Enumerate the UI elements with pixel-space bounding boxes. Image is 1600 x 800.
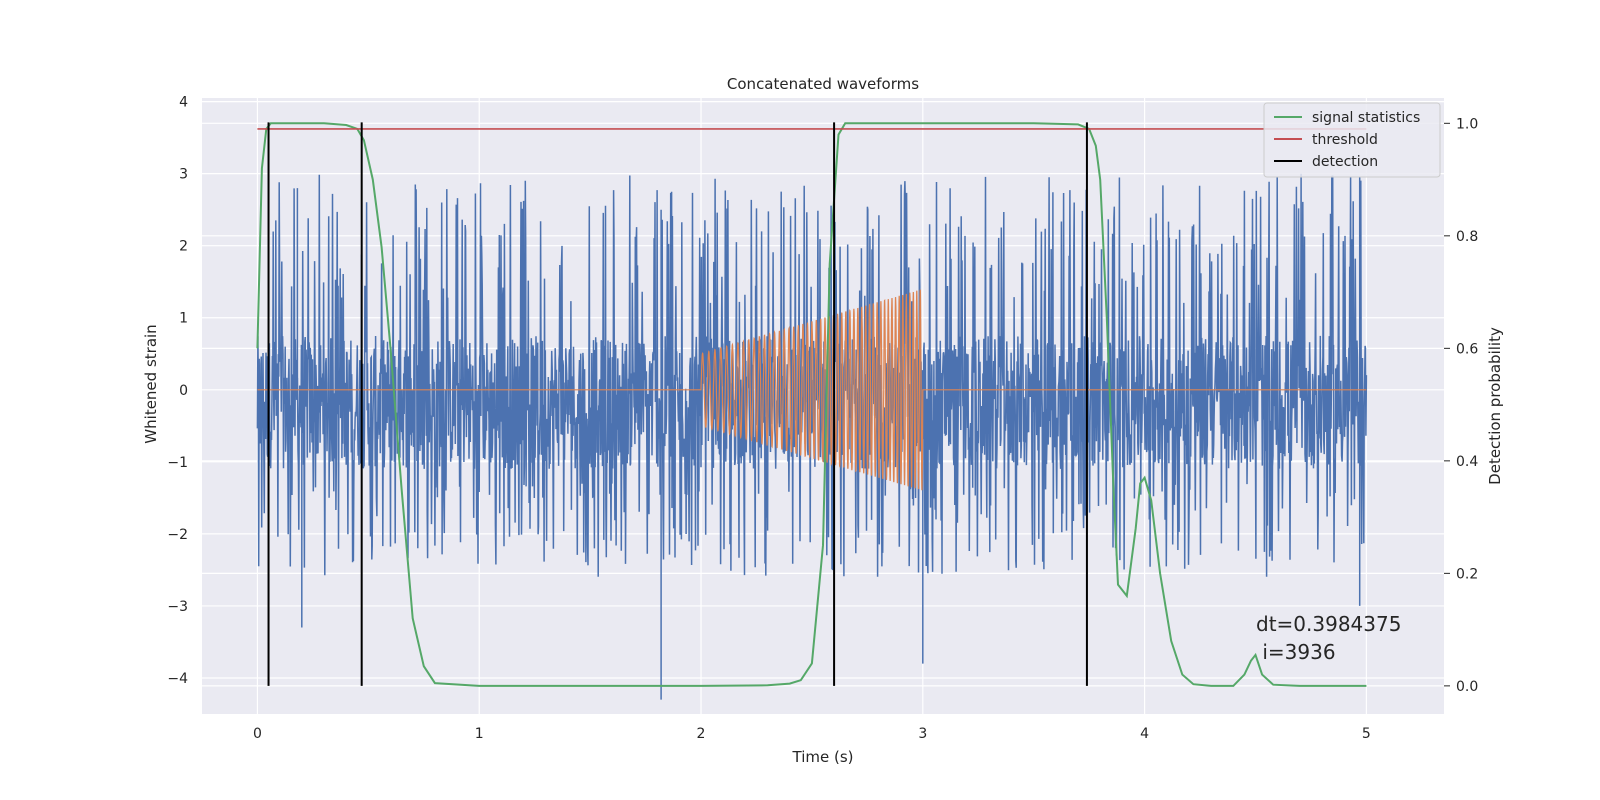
- y-right-tick-label: 0.2: [1456, 566, 1478, 582]
- y-tick-label: 2: [179, 239, 188, 255]
- chart-title: Concatenated waveforms: [727, 75, 919, 93]
- y-axis-ticks: 4 3 2 1 0 −1 −2 −3 −4: [167, 95, 188, 687]
- legend: signal statistics threshold detection: [1263, 102, 1441, 178]
- annotation-i: i=3936: [1256, 640, 1336, 664]
- legend-label-signal-statistics: signal statistics: [1312, 110, 1420, 126]
- chirp-waveform: [257, 289, 1367, 491]
- legend-label-detection: detection: [1312, 154, 1378, 170]
- y-tick-label: 0: [179, 383, 188, 399]
- x-tick-label: 0: [253, 726, 262, 742]
- signal-statistics-line: [256, 122, 1367, 687]
- y-right-tick-label: 1.0: [1456, 116, 1478, 132]
- y-axis-label: Whitened strain: [142, 324, 160, 443]
- x-tick-label: 2: [697, 726, 706, 742]
- x-axis-label: Time (s): [792, 748, 854, 766]
- y-tick-label: −4: [167, 671, 188, 687]
- x-tick-label: 4: [1140, 726, 1149, 742]
- x-tick-label: 5: [1362, 726, 1371, 742]
- y-axis-right-label: Detection probability: [1486, 327, 1504, 485]
- annotation-dt: dt=0.3984375: [1256, 612, 1401, 636]
- x-tick-label: 1: [475, 726, 484, 742]
- legend-label-threshold: threshold: [1312, 132, 1378, 148]
- detection-lines: [267, 122, 1088, 686]
- y-tick-label: −3: [167, 599, 188, 615]
- y-axis-right-ticks: 0.0 0.2 0.4 0.6 0.8 1.0: [1444, 116, 1478, 695]
- y-right-tick-label: 0.6: [1456, 341, 1478, 357]
- y-tick-label: −2: [167, 527, 188, 543]
- plot-content: [256, 122, 1368, 700]
- x-tick-label: 3: [918, 726, 927, 742]
- y-right-tick-label: 0.0: [1456, 679, 1478, 695]
- y-right-tick-label: 0.4: [1456, 454, 1478, 470]
- y-tick-label: 4: [179, 95, 188, 111]
- y-right-tick-label: 0.8: [1456, 229, 1478, 245]
- noise-waveform: [256, 173, 1368, 700]
- y-tick-label: −1: [167, 455, 188, 471]
- y-tick-label: 3: [179, 167, 188, 183]
- x-axis-ticks: 0 1 2 3 4 5: [253, 726, 1371, 742]
- legend-box: [1263, 102, 1441, 178]
- y-tick-label: 1: [179, 311, 188, 327]
